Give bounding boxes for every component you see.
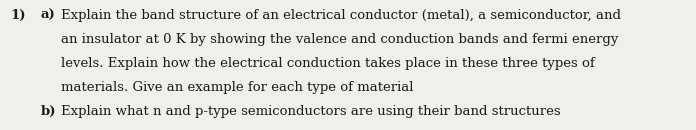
Text: a): a) [40, 9, 55, 22]
Text: Explain the band structure of an electrical conductor (metal), a semiconductor, : Explain the band structure of an electri… [61, 9, 622, 22]
Text: 1): 1) [10, 9, 26, 22]
Text: materials. Give an example for each type of material: materials. Give an example for each type… [61, 81, 413, 94]
Text: b): b) [40, 105, 56, 118]
Text: an insulator at 0 K by showing the valence and conduction bands and fermi energy: an insulator at 0 K by showing the valen… [61, 33, 619, 46]
Text: Explain what n and p-type semiconductors are using their band structures: Explain what n and p-type semiconductors… [61, 105, 561, 118]
Text: levels. Explain how the electrical conduction takes place in these three types o: levels. Explain how the electrical condu… [61, 57, 595, 70]
